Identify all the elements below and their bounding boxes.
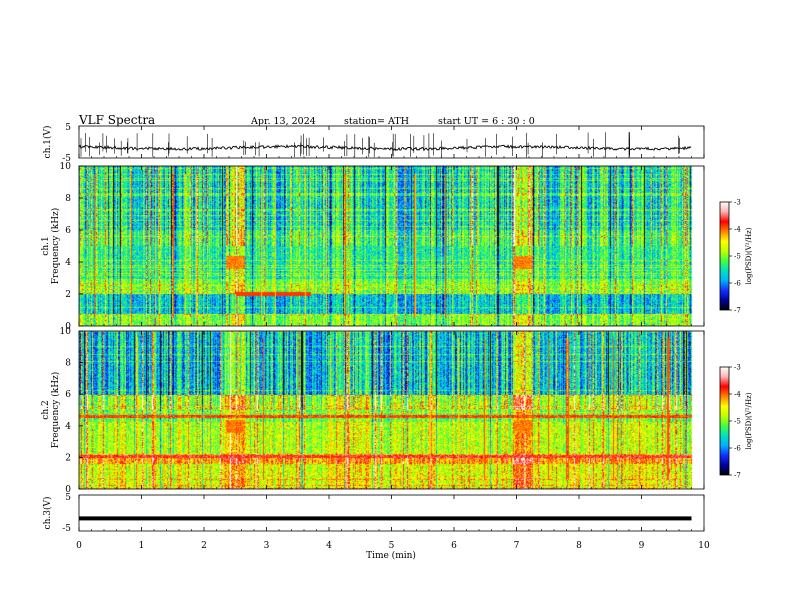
ytick-label: 6 xyxy=(65,390,71,400)
ytick-label: 8 xyxy=(65,194,71,204)
xtick-label: 10 xyxy=(698,541,710,551)
xtick-label: 3 xyxy=(264,541,270,551)
ytick-label: 10 xyxy=(60,327,72,337)
xtick-label: 9 xyxy=(639,541,645,551)
ch2-spectrogram-ylabel-line2: Frequency (kHz) xyxy=(50,372,61,449)
colorbar-tick-label: -7 xyxy=(734,472,741,480)
colorbar-tick-label: -3 xyxy=(734,364,741,372)
date-label: Apr. 13, 2024 xyxy=(250,116,316,127)
colorbar-tick-label: -4 xyxy=(734,226,741,234)
ytick-label: 8 xyxy=(65,359,71,369)
xtick-label: 6 xyxy=(451,541,457,551)
ytick-label: 10 xyxy=(60,162,72,172)
ch3-waveform-frame xyxy=(78,494,705,532)
xtick-label: 1 xyxy=(139,541,145,551)
colorbar-tick-label: -5 xyxy=(734,253,741,261)
ytick-label: 4 xyxy=(65,258,71,268)
ch1-waveform-ylabel: ch.1(V) xyxy=(42,126,53,159)
xtick-label: 2 xyxy=(201,541,207,551)
ch1-spectrogram-image xyxy=(79,166,704,326)
ytick-label: 2 xyxy=(65,290,71,300)
ch2-spectrogram-yticks: 0 2 4 6 8 10 xyxy=(60,327,83,495)
xtick-label: 4 xyxy=(326,541,332,551)
xtick-label: 7 xyxy=(514,541,520,551)
ch1-waveform-trace xyxy=(78,144,692,151)
colorbar-tick-label: -5 xyxy=(734,418,741,426)
colorbar-tick-label: -4 xyxy=(734,391,741,399)
ytick-label: 0 xyxy=(65,485,71,495)
xtick-label: 5 xyxy=(389,541,395,551)
ch2-colorbar-ticks: -3 -4 -5 -6 -7 xyxy=(729,364,741,480)
xtick-label: 0 xyxy=(76,541,82,551)
ch3-waveform-trace xyxy=(79,516,692,521)
ch2-colorbar-label: log(PSD)(V²/Hz) xyxy=(745,392,753,449)
ch1-ytick-bottom: -5 xyxy=(62,154,71,164)
ch2-spectrogram-image xyxy=(79,331,704,489)
ch2-spectrogram-ylabel-line1: ch.2 xyxy=(41,400,51,419)
ch2-colorbar xyxy=(720,367,729,475)
ch3-waveform-ylabel: ch.3(V) xyxy=(42,497,53,530)
figure-title: VLF Spectra xyxy=(78,113,155,127)
ch1-spectrogram-yticks: 0 2 4 6 8 10 xyxy=(60,162,83,332)
xtick-label: 8 xyxy=(576,541,582,551)
start-time-label: start UT = 6 : 30 : 0 xyxy=(438,116,535,127)
time-axis: 0 1 2 3 4 5 6 7 8 9 10 xyxy=(76,126,710,551)
colorbar-tick-label: -3 xyxy=(734,199,741,207)
time-axis-label: Time (min) xyxy=(366,550,416,561)
colorbar-tick-label: -7 xyxy=(734,307,741,315)
ch1-waveform-spikes xyxy=(80,132,680,158)
colorbar-tick-label: -6 xyxy=(734,280,741,288)
ch3-ytick-bottom: -5 xyxy=(62,524,71,534)
colorbar-tick-label: -6 xyxy=(734,445,741,453)
ch1-colorbar-ticks: -3 -4 -5 -6 -7 xyxy=(729,199,741,315)
ch2-spectrogram-image-holder xyxy=(79,331,704,489)
ch1-colorbar-label: log(PSD)(V²/Hz) xyxy=(745,227,753,284)
ytick-label: 6 xyxy=(65,226,71,236)
station-label: station= ATH xyxy=(344,116,409,127)
ch3-ytick-top: 5 xyxy=(65,493,71,503)
ytick-label: 2 xyxy=(65,453,71,463)
ch1-spectrogram-image-holder xyxy=(79,166,704,326)
ytick-label: 0 xyxy=(65,322,71,332)
ch1-spectrogram-ylabel-line2: Frequency (kHz) xyxy=(50,208,61,285)
ytick-label: 4 xyxy=(65,422,71,432)
ch1-spectrogram-ylabel-line1: ch.1 xyxy=(41,236,51,255)
ch1-colorbar xyxy=(720,202,729,310)
ch1-waveform-frame xyxy=(78,125,705,159)
ch1-ytick-top: 5 xyxy=(65,123,71,133)
